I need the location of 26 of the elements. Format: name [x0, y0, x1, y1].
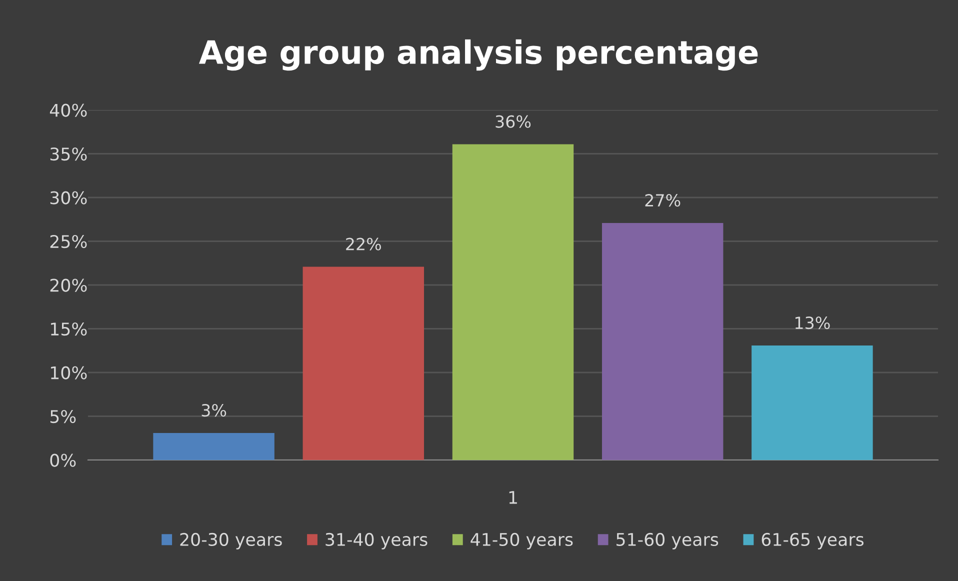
legend-label: 61-65 years [762, 532, 864, 550]
data-label: 3% [202, 404, 226, 417]
y-tick-label: 40% [50, 104, 87, 117]
data-label: 27% [645, 194, 680, 207]
y-tick-label: 35% [50, 147, 87, 161]
legend-label: 51-60 years [616, 532, 718, 550]
legend-label: 31-40 years [326, 532, 428, 550]
data-label: 22% [346, 238, 381, 250]
y-tick-label: 5% [50, 410, 76, 424]
chart-title: Age group analysis percentage [198, 39, 758, 71]
legend-label: 20-30 years [180, 532, 282, 550]
bar [153, 433, 274, 460]
bar [452, 144, 574, 460]
bar [302, 266, 424, 460]
bar [602, 223, 724, 460]
data-label: 36% [496, 115, 531, 128]
x-tick-label: 1 [509, 491, 517, 504]
y-tick-label: 15% [51, 322, 87, 336]
legend-label: 41-50 years [470, 532, 573, 550]
y-tick-label: 30% [50, 191, 87, 204]
y-tick-label: 20% [50, 278, 87, 292]
y-tick-label: 10% [51, 366, 87, 380]
data-label: 13% [796, 316, 830, 330]
bar [752, 346, 873, 460]
y-tick-label: 25% [50, 234, 87, 248]
y-tick-label: 0% [50, 454, 76, 467]
